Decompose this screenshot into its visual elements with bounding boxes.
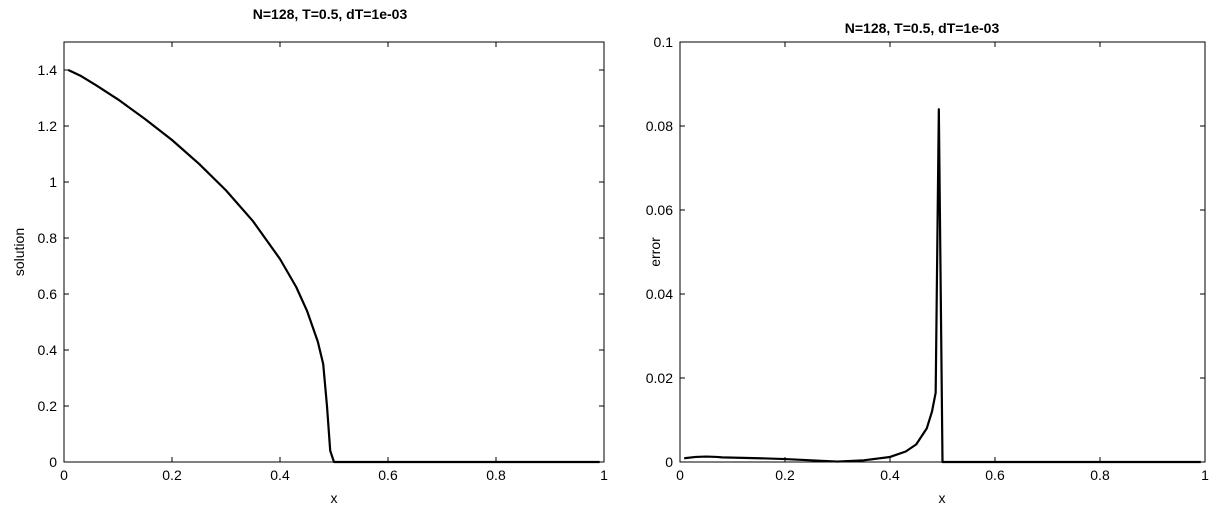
solution-xtick-label: 0.8	[486, 467, 506, 483]
solution-xtick-label: 0.6	[378, 467, 398, 483]
solution-ytick-label: 1.4	[38, 62, 58, 78]
error-ytick-label: 0	[665, 454, 673, 470]
solution-xtick-label: 1	[600, 467, 608, 483]
solution-plot-box	[63, 41, 605, 463]
error-xtick-label: 0.2	[775, 467, 795, 483]
solution-ytick-label: 1	[49, 174, 57, 190]
solution-ytick-label: 0	[49, 454, 57, 470]
error-ytick-label: 0.02	[646, 370, 673, 386]
error-ytick-label: 0.1	[654, 34, 674, 50]
error-chart-title: N=128, T=0.5, dT=1e-03	[845, 20, 1000, 36]
solution-ylabel: solution	[11, 228, 27, 276]
error-xtick-label: 0.4	[880, 467, 900, 483]
error-ytick-label: 0.08	[646, 118, 673, 134]
solution-ticks: 0 0.2 0.4 0.6 0.8 1 0 0.2 0.4 0.6 0.8 1 1.2 1.4	[38, 42, 608, 483]
solution-xlabel: x	[331, 490, 338, 506]
error-ytick-label: 0.06	[646, 202, 673, 218]
error-xtick-label: 0	[676, 467, 684, 483]
solution-xtick-label: 0.2	[162, 467, 182, 483]
solution-ytick-label: 0.6	[38, 286, 58, 302]
solution-xtick-label: 0	[60, 467, 68, 483]
error-series-line	[684, 108, 1201, 464]
solution-chart-title: N=128, T=0.5, dT=1e-03	[253, 6, 408, 22]
error-xtick-label: 0.6	[985, 467, 1005, 483]
solution-series-line	[67, 69, 600, 464]
solution-ytick-label: 0.8	[38, 230, 58, 246]
solution-ytick-label: 1.2	[38, 118, 58, 134]
error-xtick-label: 1	[1201, 467, 1209, 483]
solution-chart: N=128, T=0.5, dT=1e-03 0 0.2 0.4 0.6 0.8 1 0 0.…	[11, 6, 608, 506]
solution-xtick-label: 0.4	[270, 467, 290, 483]
solution-ytick-label: 0.2	[38, 398, 58, 414]
solution-ytick-label: 0.4	[38, 342, 58, 358]
error-chart: N=128, T=0.5, dT=1e-03 0 0.2 0.4 0.6 0.8 1 0 0.…	[646, 20, 1209, 506]
error-ytick-label: 0.04	[646, 286, 673, 302]
error-ylabel: error	[647, 237, 663, 267]
error-ticks: 0 0.2 0.4 0.6 0.8 1 0 0.02 0.04 0.06 0.08 0.1	[646, 34, 1209, 483]
error-xtick-label: 0.8	[1090, 467, 1110, 483]
error-xlabel: x	[939, 490, 946, 506]
